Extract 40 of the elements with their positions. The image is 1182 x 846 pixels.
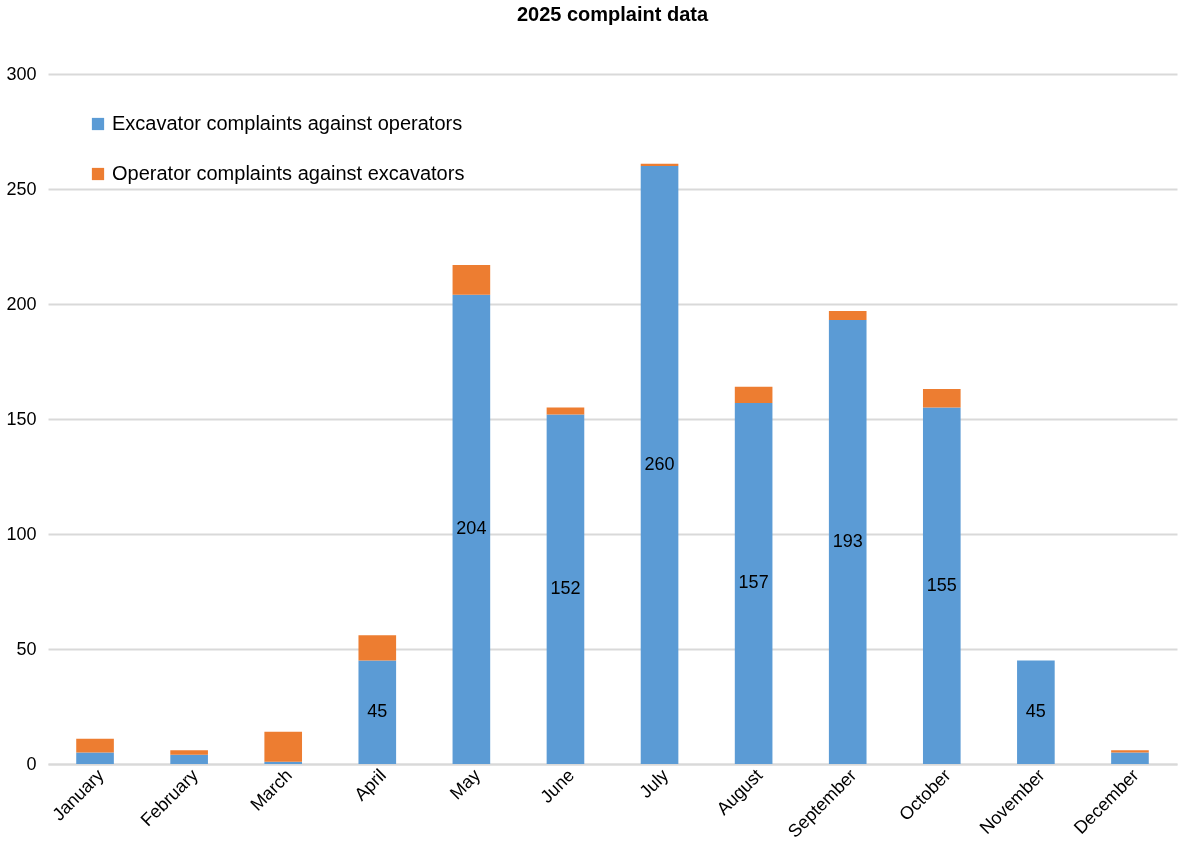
- y-tick-label: 300: [6, 63, 37, 84]
- bar: [828, 310, 867, 321]
- y-tick-label: 100: [6, 523, 37, 544]
- bar: [170, 750, 208, 755]
- bar: [452, 264, 491, 295]
- bar: [1111, 750, 1149, 753]
- bar: [734, 386, 773, 403]
- bar: [170, 754, 208, 764]
- bar: [734, 402, 773, 764]
- bar: [546, 414, 585, 764]
- bar: [828, 320, 867, 764]
- legend-label: Excavator complaints against operators: [112, 112, 463, 134]
- bar: [922, 389, 961, 408]
- bar: [1017, 660, 1055, 764]
- bar: [264, 731, 303, 762]
- bar: [452, 294, 491, 764]
- bar: [76, 752, 114, 764]
- bar: [76, 738, 114, 753]
- y-tick-label: 0: [26, 753, 37, 774]
- data-label: 155: [926, 574, 957, 595]
- data-label: 45: [1025, 701, 1046, 722]
- y-tick-label: 250: [6, 178, 37, 199]
- legend-label: Operator complaints against excavators: [112, 162, 465, 184]
- data-label: 260: [644, 454, 675, 474]
- bar: [358, 660, 397, 764]
- data-label: 204: [456, 518, 487, 539]
- bar: [922, 407, 961, 764]
- data-label: 157: [738, 572, 769, 593]
- data-label: 152: [550, 578, 581, 599]
- chart-title: 2025 complaint data: [516, 3, 709, 25]
- y-tick-label: 50: [16, 638, 37, 659]
- y-tick-label: 150: [6, 408, 37, 429]
- bar: [358, 635, 397, 661]
- data-label: 193: [832, 531, 863, 552]
- bar: [640, 166, 679, 764]
- x-tick-label: May: [445, 765, 485, 804]
- bar: [1111, 752, 1149, 764]
- data-label: 45: [367, 701, 388, 722]
- y-tick-label: 200: [6, 293, 37, 314]
- x-tick-label: July: [635, 765, 673, 802]
